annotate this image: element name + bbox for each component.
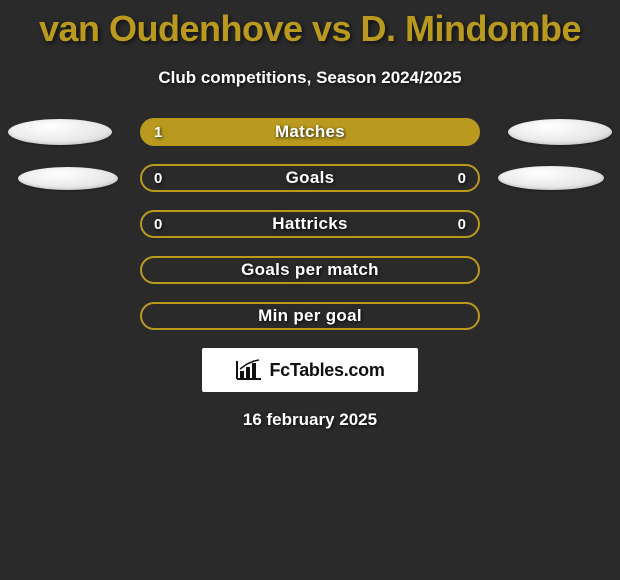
brand-badge[interactable]: FcTables.com bbox=[202, 348, 418, 392]
page-title: van Oudenhove vs D. Mindombe bbox=[0, 0, 620, 50]
stat-bar-matches: 1 Matches bbox=[140, 118, 480, 146]
stat-label: Min per goal bbox=[142, 306, 478, 326]
bar-chart-icon bbox=[235, 359, 263, 381]
stat-row: Min per goal bbox=[0, 302, 620, 330]
player-right-marker bbox=[508, 119, 612, 145]
stat-bar-min-per-goal: Min per goal bbox=[140, 302, 480, 330]
stat-bar-goals-per-match: Goals per match bbox=[140, 256, 480, 284]
player-right-marker bbox=[498, 166, 604, 190]
brand-text: FcTables.com bbox=[269, 360, 384, 381]
comparison-rows: 1 Matches 0 Goals 0 0 Hattricks 0 Goals … bbox=[0, 118, 620, 330]
stat-row: 1 Matches bbox=[0, 118, 620, 146]
stat-label: Goals bbox=[142, 168, 478, 188]
stat-bar-goals: 0 Goals 0 bbox=[140, 164, 480, 192]
subtitle: Club competitions, Season 2024/2025 bbox=[0, 68, 620, 88]
stat-label: Hattricks bbox=[142, 214, 478, 234]
player-left-marker bbox=[18, 167, 118, 190]
date-label: 16 february 2025 bbox=[0, 410, 620, 430]
stat-row: 0 Goals 0 bbox=[0, 164, 620, 192]
stat-value-right: 0 bbox=[458, 170, 466, 187]
stat-bar-hattricks: 0 Hattricks 0 bbox=[140, 210, 480, 238]
stat-label: Goals per match bbox=[142, 260, 478, 280]
stat-row: 0 Hattricks 0 bbox=[0, 210, 620, 238]
stat-row: Goals per match bbox=[0, 256, 620, 284]
player-left-marker bbox=[8, 119, 112, 145]
stat-label: Matches bbox=[142, 122, 478, 142]
stat-value-right: 0 bbox=[458, 216, 466, 233]
